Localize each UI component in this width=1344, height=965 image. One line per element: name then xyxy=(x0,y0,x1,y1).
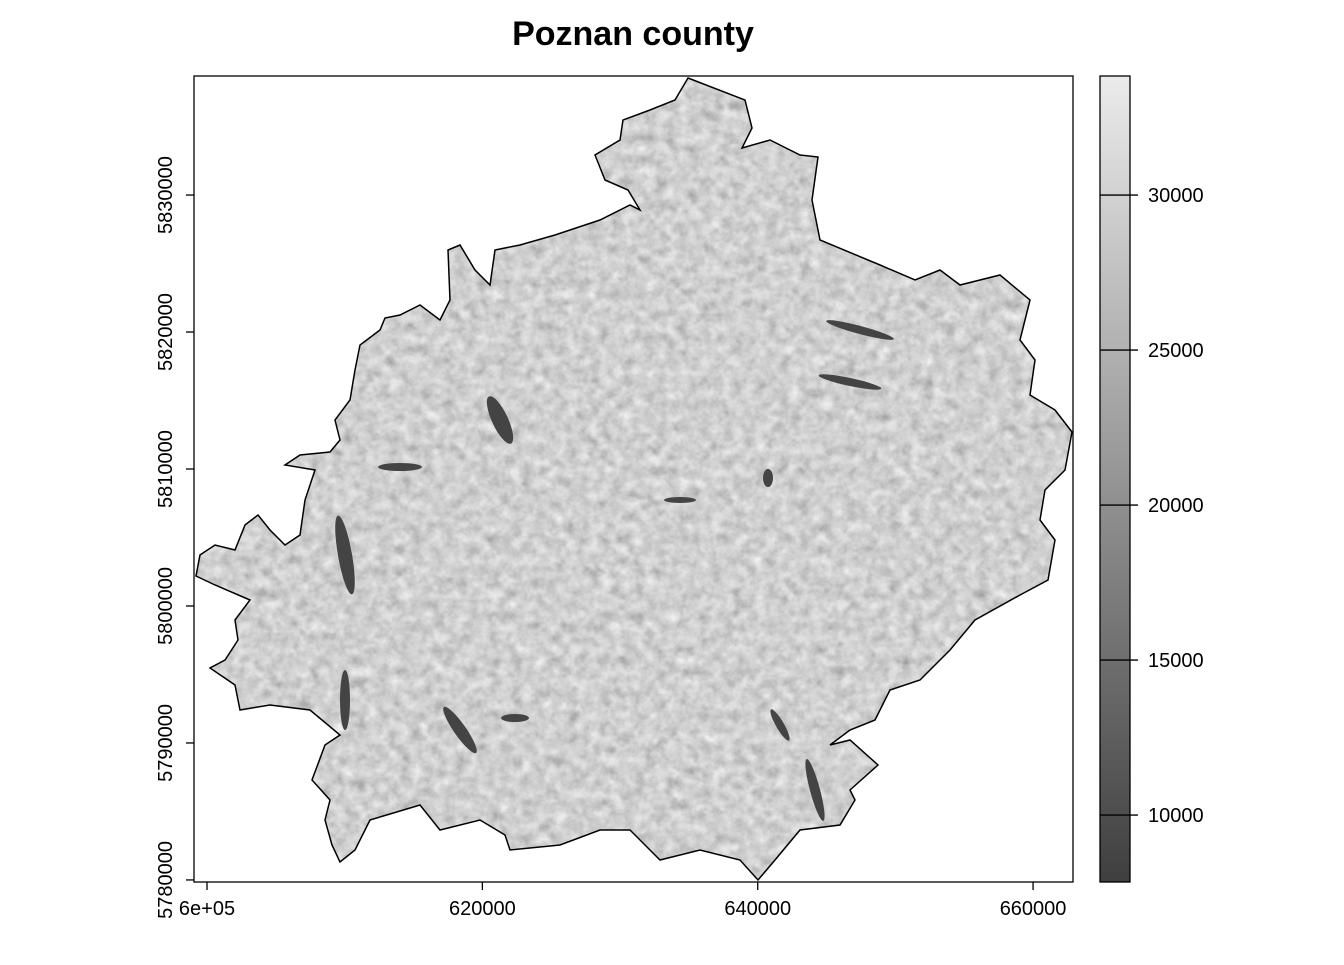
colorbar-tick-label: 15000 xyxy=(1148,650,1204,672)
colorbar xyxy=(1099,75,1131,883)
lakes xyxy=(335,320,894,821)
colorbar-tick-label: 25000 xyxy=(1148,340,1204,362)
x-tick-label: 620000 xyxy=(449,898,516,920)
raster-texture xyxy=(196,78,1072,880)
x-tick-label: 660000 xyxy=(1000,898,1067,920)
county-raster xyxy=(196,78,1072,880)
plot-frame xyxy=(193,75,1074,883)
colorbar-tick-label: 20000 xyxy=(1148,495,1204,517)
y-tick-label: 5780000 xyxy=(155,841,177,919)
colorbar-tick-label: 30000 xyxy=(1148,185,1204,207)
y-tick-label: 5800000 xyxy=(155,567,177,645)
x-tick-label: 6e+05 xyxy=(179,898,235,920)
colorbar-tick-label: 10000 xyxy=(1148,805,1204,827)
y-tick-label: 5830000 xyxy=(155,156,177,234)
y-tick-label: 5790000 xyxy=(155,704,177,782)
x-tick-label: 640000 xyxy=(724,898,791,920)
chart-title: Poznan county xyxy=(512,15,754,53)
y-tick-label: 5810000 xyxy=(155,430,177,508)
y-tick-label: 5820000 xyxy=(155,293,177,371)
